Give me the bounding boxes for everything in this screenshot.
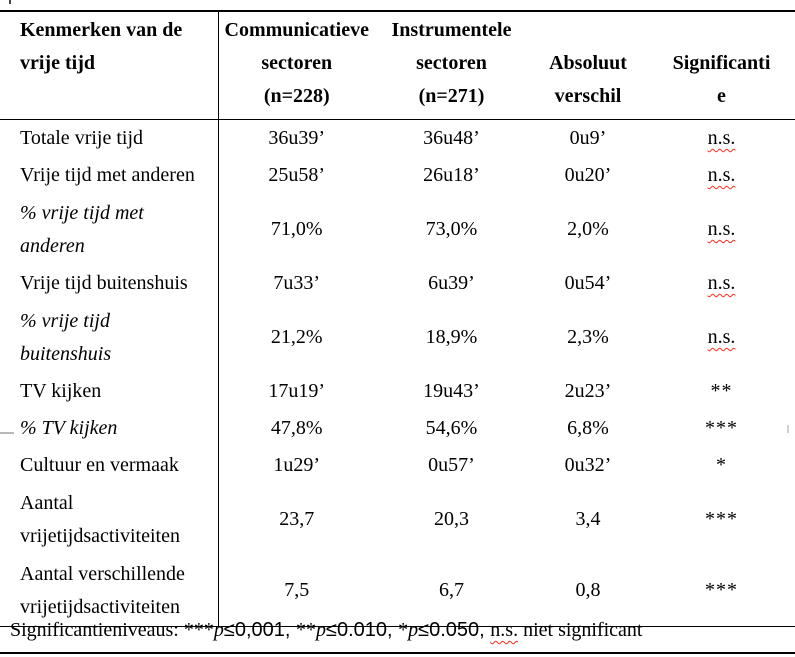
value-instrumentele: 20,3 [434,508,469,530]
header-line: Communicatieve [224,19,369,41]
value-communicatieve: 7u33’ [273,272,321,294]
value-significantie: n.s. [707,326,736,348]
header-kenmerken: Kenmerken van de vrije tijd [0,10,219,120]
table-row: Aantal verschillende vrijetijdsactivitei… [0,555,795,627]
table-row: Aantal vrijetijdsactiviteiten 23,7 20,3 … [0,484,795,555]
header-line: verschil [554,85,622,107]
value-instrumentele: 36u48’ [423,127,480,149]
value-communicatieve: 23,7 [279,508,315,530]
footnote-text: niet significant [518,619,643,641]
header-line: Kenmerken van de [20,19,183,41]
row-label: Vrije tijd buitenshuis [0,265,219,302]
header-line: Absoluut [549,52,627,74]
value-communicatieve: 47,8% [270,417,323,439]
row-label: Vrije tijd met anderen [0,157,219,194]
statistics-table: Kenmerken van de vrije tijd Communicatie… [0,10,795,627]
table-header: Kenmerken van de vrije tijd Communicatie… [0,10,795,120]
text-cursor-artifact [9,0,11,4]
footnote-text: Significantieniveaus: [10,619,184,641]
footnote-p-symbol: p [213,619,224,641]
value-verschil: 0,8 [528,555,648,627]
header-line: sectoren [416,52,487,74]
significance-footnote: Significantieniveaus: ***p≤0,001, **p≤0.… [10,617,643,643]
value-communicatieve: 25u58’ [268,164,326,186]
row-label: % vrije tijd met anderen [0,194,219,265]
value-instrumentele: 6u39’ [428,272,475,294]
value-instrumentele: 54,6% [425,417,478,439]
value-instrumentele: 19u43’ [423,380,480,402]
value-communicatieve: 21,2% [270,326,323,348]
table-row: Vrije tijd met anderen 25u58’ 26u18’ 0u2… [0,157,795,194]
footnote-p-symbol: p [408,619,419,641]
table-row: % vrije tijd met anderen 71,0% 73,0% 2,0… [0,194,795,265]
value-communicatieve: 71,0% [270,218,323,240]
row-label: Totale vrije tijd [0,119,219,157]
value-instrumentele: 18,9% [425,326,478,348]
value-significantie: n.s. [707,272,736,294]
footnote-threshold: ≤0.010, [326,619,399,641]
header-significantie: Significanti e [648,10,795,120]
header-line: (n=271) [418,85,485,107]
table-bottom-rule [0,652,795,654]
value-instrumentele: 73,0% [425,218,478,240]
value-instrumentele: 0u57’ [428,454,475,476]
row-label: Aantal verschillende vrijetijdsactivitei… [0,555,219,627]
value-communicatieve: 17u19’ [268,380,326,402]
footnote-p-symbol: p [316,619,326,641]
row-label: Cultuur en vermaak [0,447,219,484]
header-line: e [717,85,726,107]
value-communicatieve: 7,5 [218,555,375,627]
value-instrumentele: 6,7 [375,555,528,627]
table-row: Vrije tijd buitenshuis 7u33’ 6u39’ 0u54’… [0,265,795,302]
row-label: TV kijken [0,373,219,410]
value-verschil: 2,0% [567,218,609,240]
table-row: % TV kijken 47,8% 54,6% 6,8% *** [0,410,795,447]
value-verschil: 0u20’ [564,164,612,186]
value-verschil: 0u54’ [564,272,612,294]
footnote-threshold: ≤0,001, [223,619,296,641]
value-significantie: *** [705,417,738,439]
table-body: Totale vrije tijd 36u39’ 36u48’ 0u9’ n.s… [0,119,795,627]
value-verschil: 6,8% [567,417,609,439]
table-row: % vrije tijd buitenshuis 21,2% 18,9% 2,3… [0,302,795,373]
value-instrumentele: 26u18’ [423,164,480,186]
row-label: % vrije tijd buitenshuis [0,302,219,373]
value-verschil: 2,3% [567,326,609,348]
header-line: sectoren [261,52,333,74]
value-verschil: 2u23’ [564,380,612,402]
footnote-asterisks: *** [183,619,214,641]
header-communicatieve-sectoren: Communicatieve sectoren (n=228) [218,10,375,120]
value-significantie: n.s. [707,218,736,240]
footnote-ns-abbrev: n.s. [490,619,519,641]
table-row: Cultuur en vermaak 1u29’ 0u57’ 0u32’ * [0,447,795,484]
row-label: Aantal vrijetijdsactiviteiten [0,484,219,555]
footnote-asterisks: * [398,619,409,641]
table-row: TV kijken 17u19’ 19u43’ 2u23’ ** [0,373,795,410]
header-line: Instrumentele [391,19,512,41]
value-communicatieve: 36u39’ [268,127,326,149]
value-significantie: *** [705,508,738,530]
value-communicatieve: 1u29’ [273,454,321,476]
footnote-asterisks: ** [296,619,316,641]
header-line: vrije tijd [20,52,95,74]
value-significantie: ** [710,380,733,402]
footnote-threshold: ≤0.050, [418,619,491,641]
value-significantie: *** [648,555,795,627]
header-instrumentele-sectoren: Instrumentele sectoren (n=271) [375,10,528,120]
header-line: Significanti [672,52,771,74]
header-line: (n=228) [263,85,330,107]
value-significantie: n.s. [707,164,736,186]
value-significantie: n.s. [707,127,736,149]
header-absoluut-verschil: Absoluut verschil [528,10,648,120]
value-verschil: 0u9’ [569,127,607,149]
row-label: % TV kijken [0,410,219,447]
table-row: Totale vrije tijd 36u39’ 36u48’ 0u9’ n.s… [0,119,795,157]
row-boundary-marker-right [787,425,789,433]
value-verschil: 0u32’ [564,454,612,476]
value-significantie: * [716,454,727,476]
value-verschil: 3,4 [575,508,601,530]
